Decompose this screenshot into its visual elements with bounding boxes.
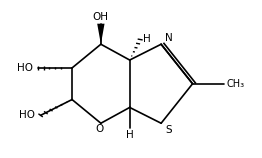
Text: H: H xyxy=(126,130,134,140)
Text: CH₃: CH₃ xyxy=(227,79,245,89)
Text: OH: OH xyxy=(93,12,109,22)
Polygon shape xyxy=(97,24,105,44)
Text: HO: HO xyxy=(17,63,33,73)
Text: O: O xyxy=(95,124,104,134)
Text: S: S xyxy=(165,125,172,135)
Text: HO: HO xyxy=(19,110,35,120)
Text: N: N xyxy=(165,33,173,43)
Text: H: H xyxy=(143,34,151,45)
